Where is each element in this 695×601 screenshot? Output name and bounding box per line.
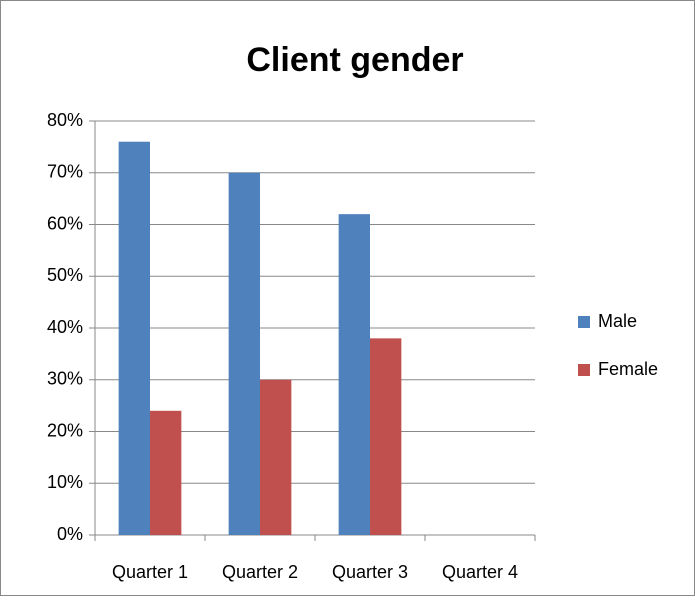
y-tick-label: 80% [47, 110, 83, 130]
legend-swatch [578, 316, 590, 328]
y-tick-label: 60% [47, 213, 83, 233]
y-tick-label: 40% [47, 317, 83, 337]
chart-title: Client gender [246, 41, 463, 79]
legend-label: Male [598, 311, 637, 331]
y-tick-label: 10% [47, 472, 83, 492]
legend-label: Female [598, 359, 658, 379]
x-tick-label: Quarter 1 [112, 562, 188, 582]
bar [118, 141, 150, 535]
bar [228, 172, 260, 535]
y-tick-label: 30% [47, 369, 83, 389]
y-tick-label: 50% [47, 265, 83, 285]
legend-swatch [578, 364, 590, 376]
x-tick-label: Quarter 4 [442, 562, 518, 582]
bar [150, 410, 182, 535]
bar [260, 379, 292, 535]
x-tick-label: Quarter 3 [332, 562, 408, 582]
bar [370, 338, 402, 535]
y-tick-label: 0% [57, 524, 83, 544]
y-tick-label: 70% [47, 162, 83, 182]
x-tick-label: Quarter 2 [222, 562, 298, 582]
bar [338, 214, 370, 535]
y-tick-label: 20% [47, 420, 83, 440]
